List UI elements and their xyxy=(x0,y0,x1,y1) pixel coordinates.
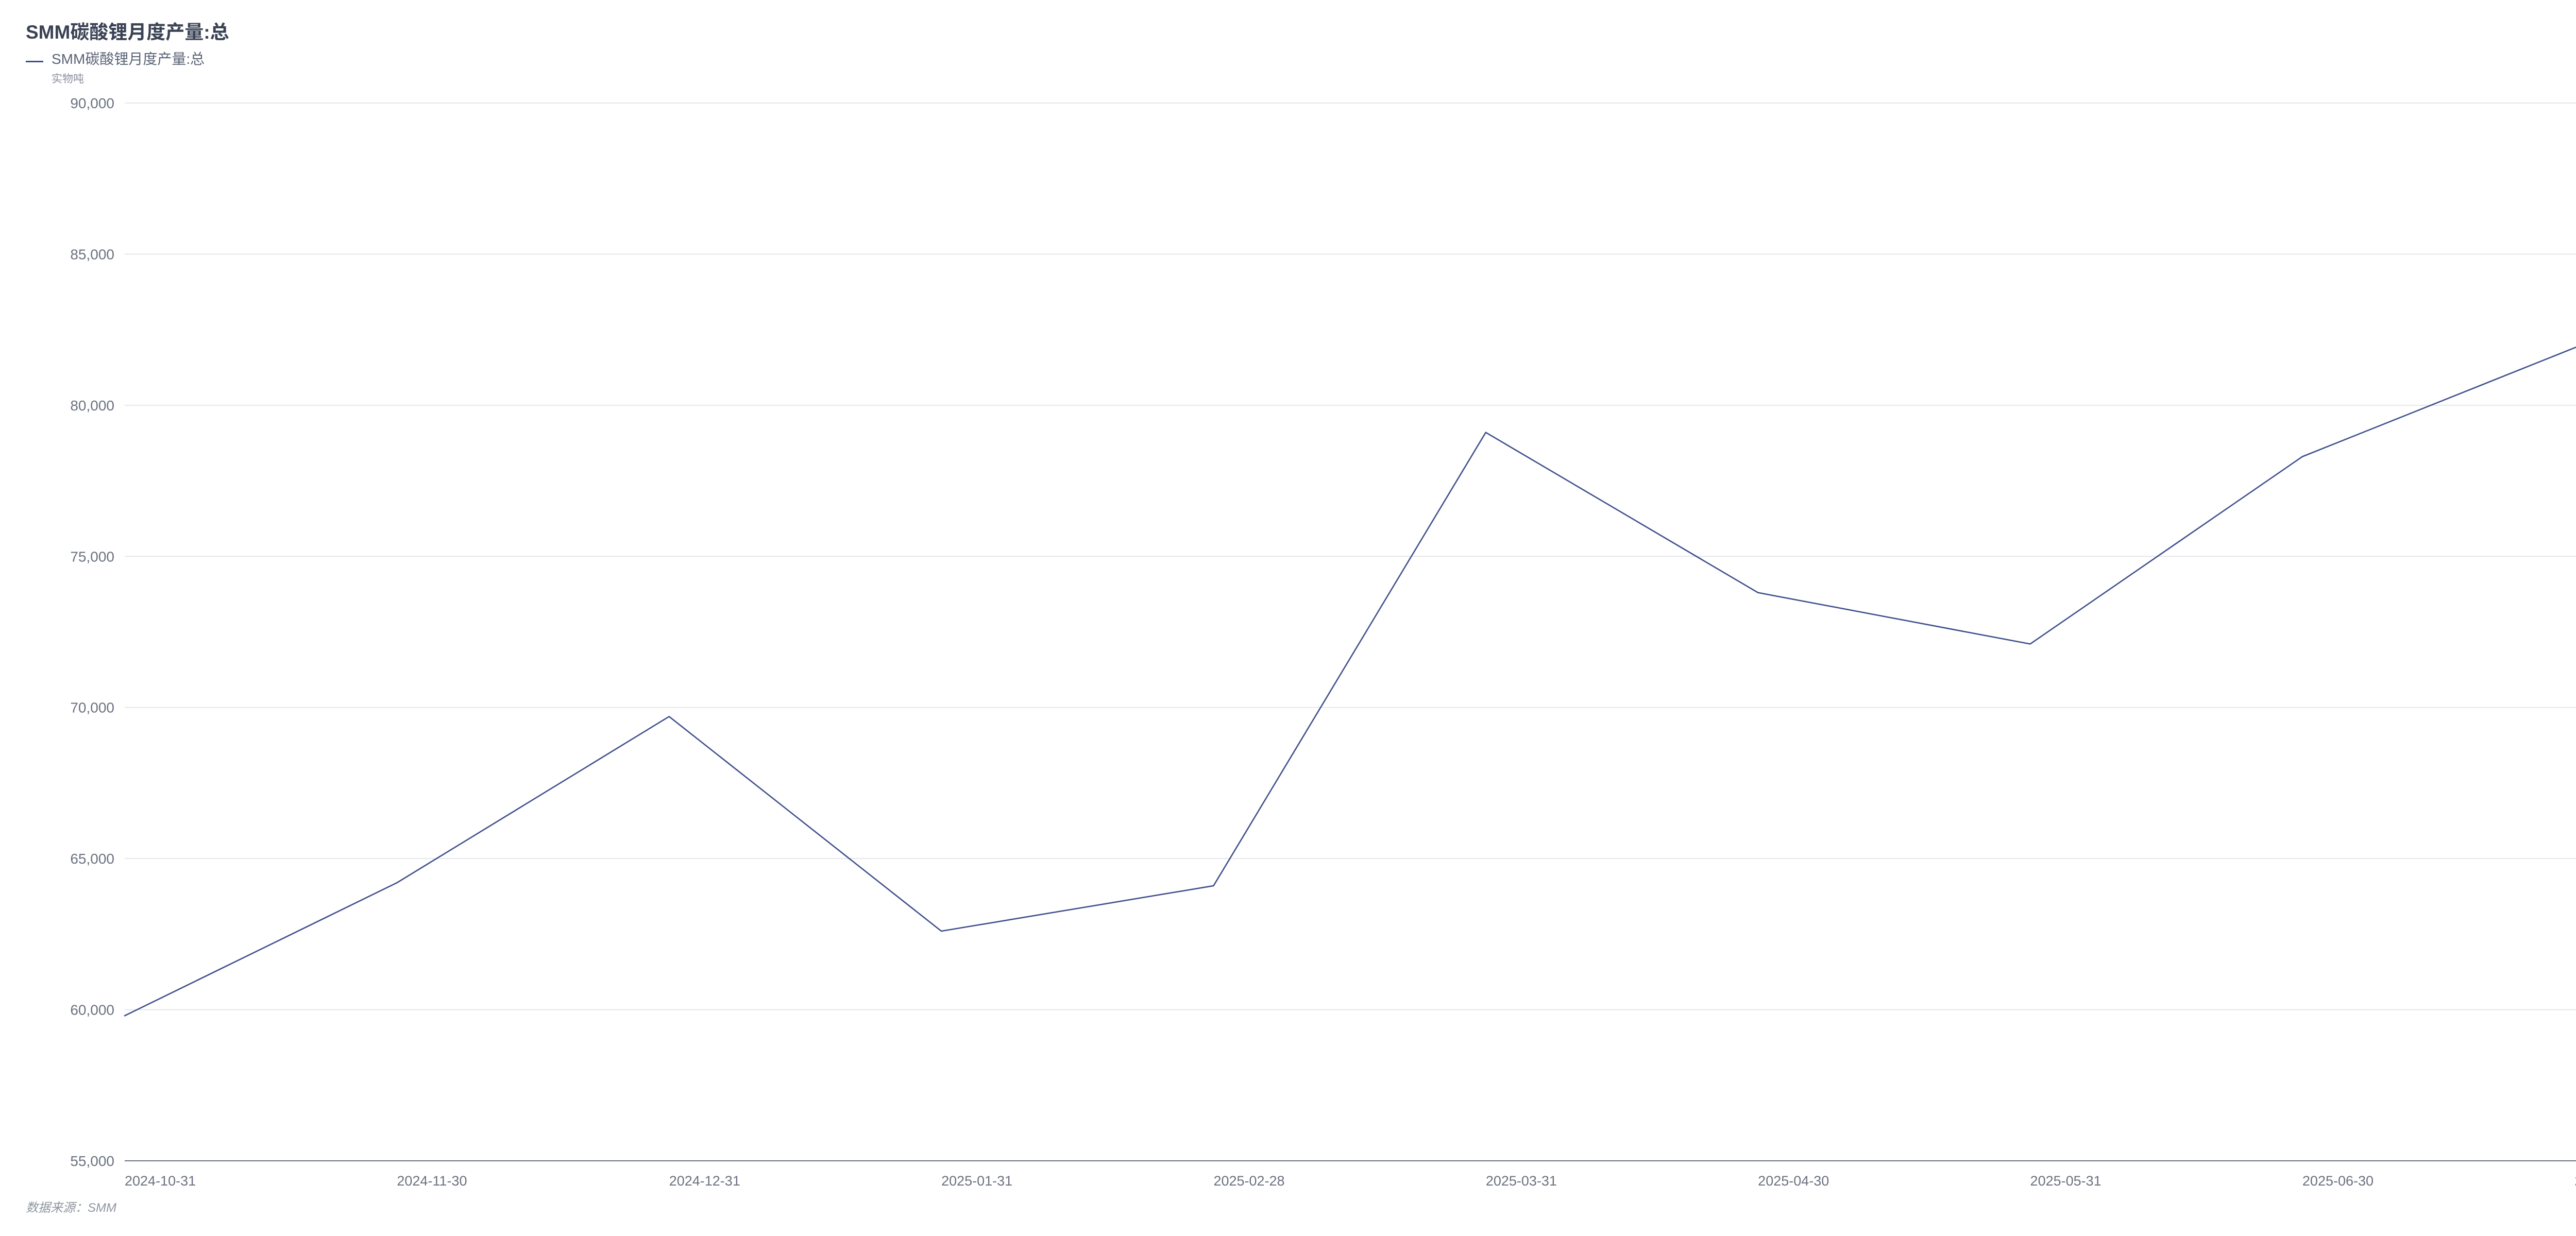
svg-text:85,000: 85,000 xyxy=(70,246,114,262)
svg-text:2025-01-31: 2025-01-31 xyxy=(941,1173,1012,1189)
svg-text:55,000: 55,000 xyxy=(70,1153,114,1169)
svg-text:65,000: 65,000 xyxy=(70,851,114,867)
svg-text:2024-12-31: 2024-12-31 xyxy=(669,1173,740,1189)
svg-text:2025-06-30: 2025-06-30 xyxy=(2302,1173,2374,1189)
svg-text:80,000: 80,000 xyxy=(70,398,114,414)
svg-text:2025-05-31: 2025-05-31 xyxy=(2030,1173,2102,1189)
svg-text:2025-02-28: 2025-02-28 xyxy=(1213,1173,1284,1189)
svg-text:2024-10-31: 2024-10-31 xyxy=(125,1173,196,1189)
svg-text:75,000: 75,000 xyxy=(70,548,114,564)
svg-text:2024-11-30: 2024-11-30 xyxy=(397,1173,467,1189)
svg-text:90,000: 90,000 xyxy=(70,95,114,111)
svg-text:2025-03-31: 2025-03-31 xyxy=(1486,1173,1557,1189)
svg-text:60,000: 60,000 xyxy=(70,1002,114,1018)
svg-text:2025-04-30: 2025-04-30 xyxy=(1758,1173,1829,1189)
svg-text:70,000: 70,000 xyxy=(70,700,114,716)
